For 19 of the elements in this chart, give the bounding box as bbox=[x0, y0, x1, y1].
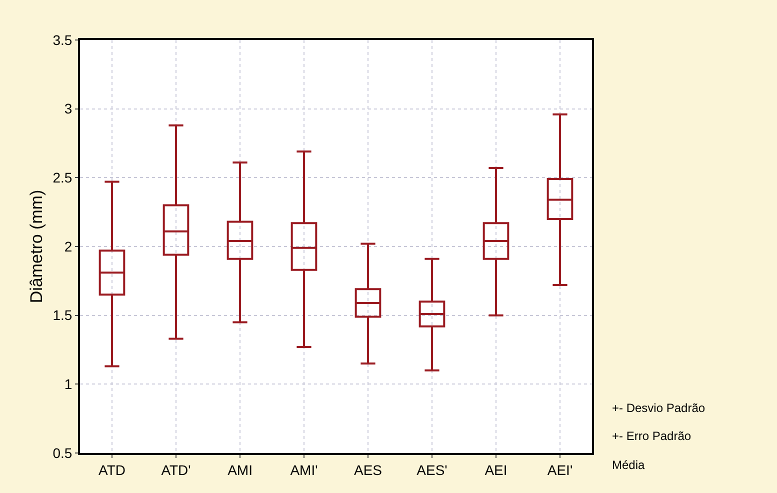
y-tick-label: 2.5 bbox=[52, 170, 72, 186]
y-tick-label: 0.5 bbox=[52, 444, 72, 461]
y-tick-label: 1.5 bbox=[52, 307, 72, 324]
y-tick-label: 3.5 bbox=[52, 32, 72, 48]
x-tick-label: AMI bbox=[228, 462, 252, 478]
x-tick-label: AMI' bbox=[290, 462, 318, 478]
text: +- Desvio Padrão bbox=[612, 401, 706, 415]
x-tick-label: AES' bbox=[416, 462, 448, 478]
x-tick-label: AES bbox=[354, 462, 382, 478]
text: Média bbox=[612, 458, 646, 472]
y-tick-label: 1 bbox=[64, 376, 72, 392]
y-tick-label: 3 bbox=[64, 100, 72, 117]
x-tick-label: ATD' bbox=[161, 462, 191, 478]
y-tick-label: 2 bbox=[64, 238, 72, 254]
x-tick-label: ATD bbox=[98, 462, 126, 478]
text: +- Erro Padrão bbox=[612, 429, 692, 443]
x-tick-label: AEI bbox=[484, 462, 508, 478]
x-tick-label: AEI' bbox=[547, 462, 573, 478]
y-axis-title: Diâmetro (mm) bbox=[26, 190, 46, 304]
